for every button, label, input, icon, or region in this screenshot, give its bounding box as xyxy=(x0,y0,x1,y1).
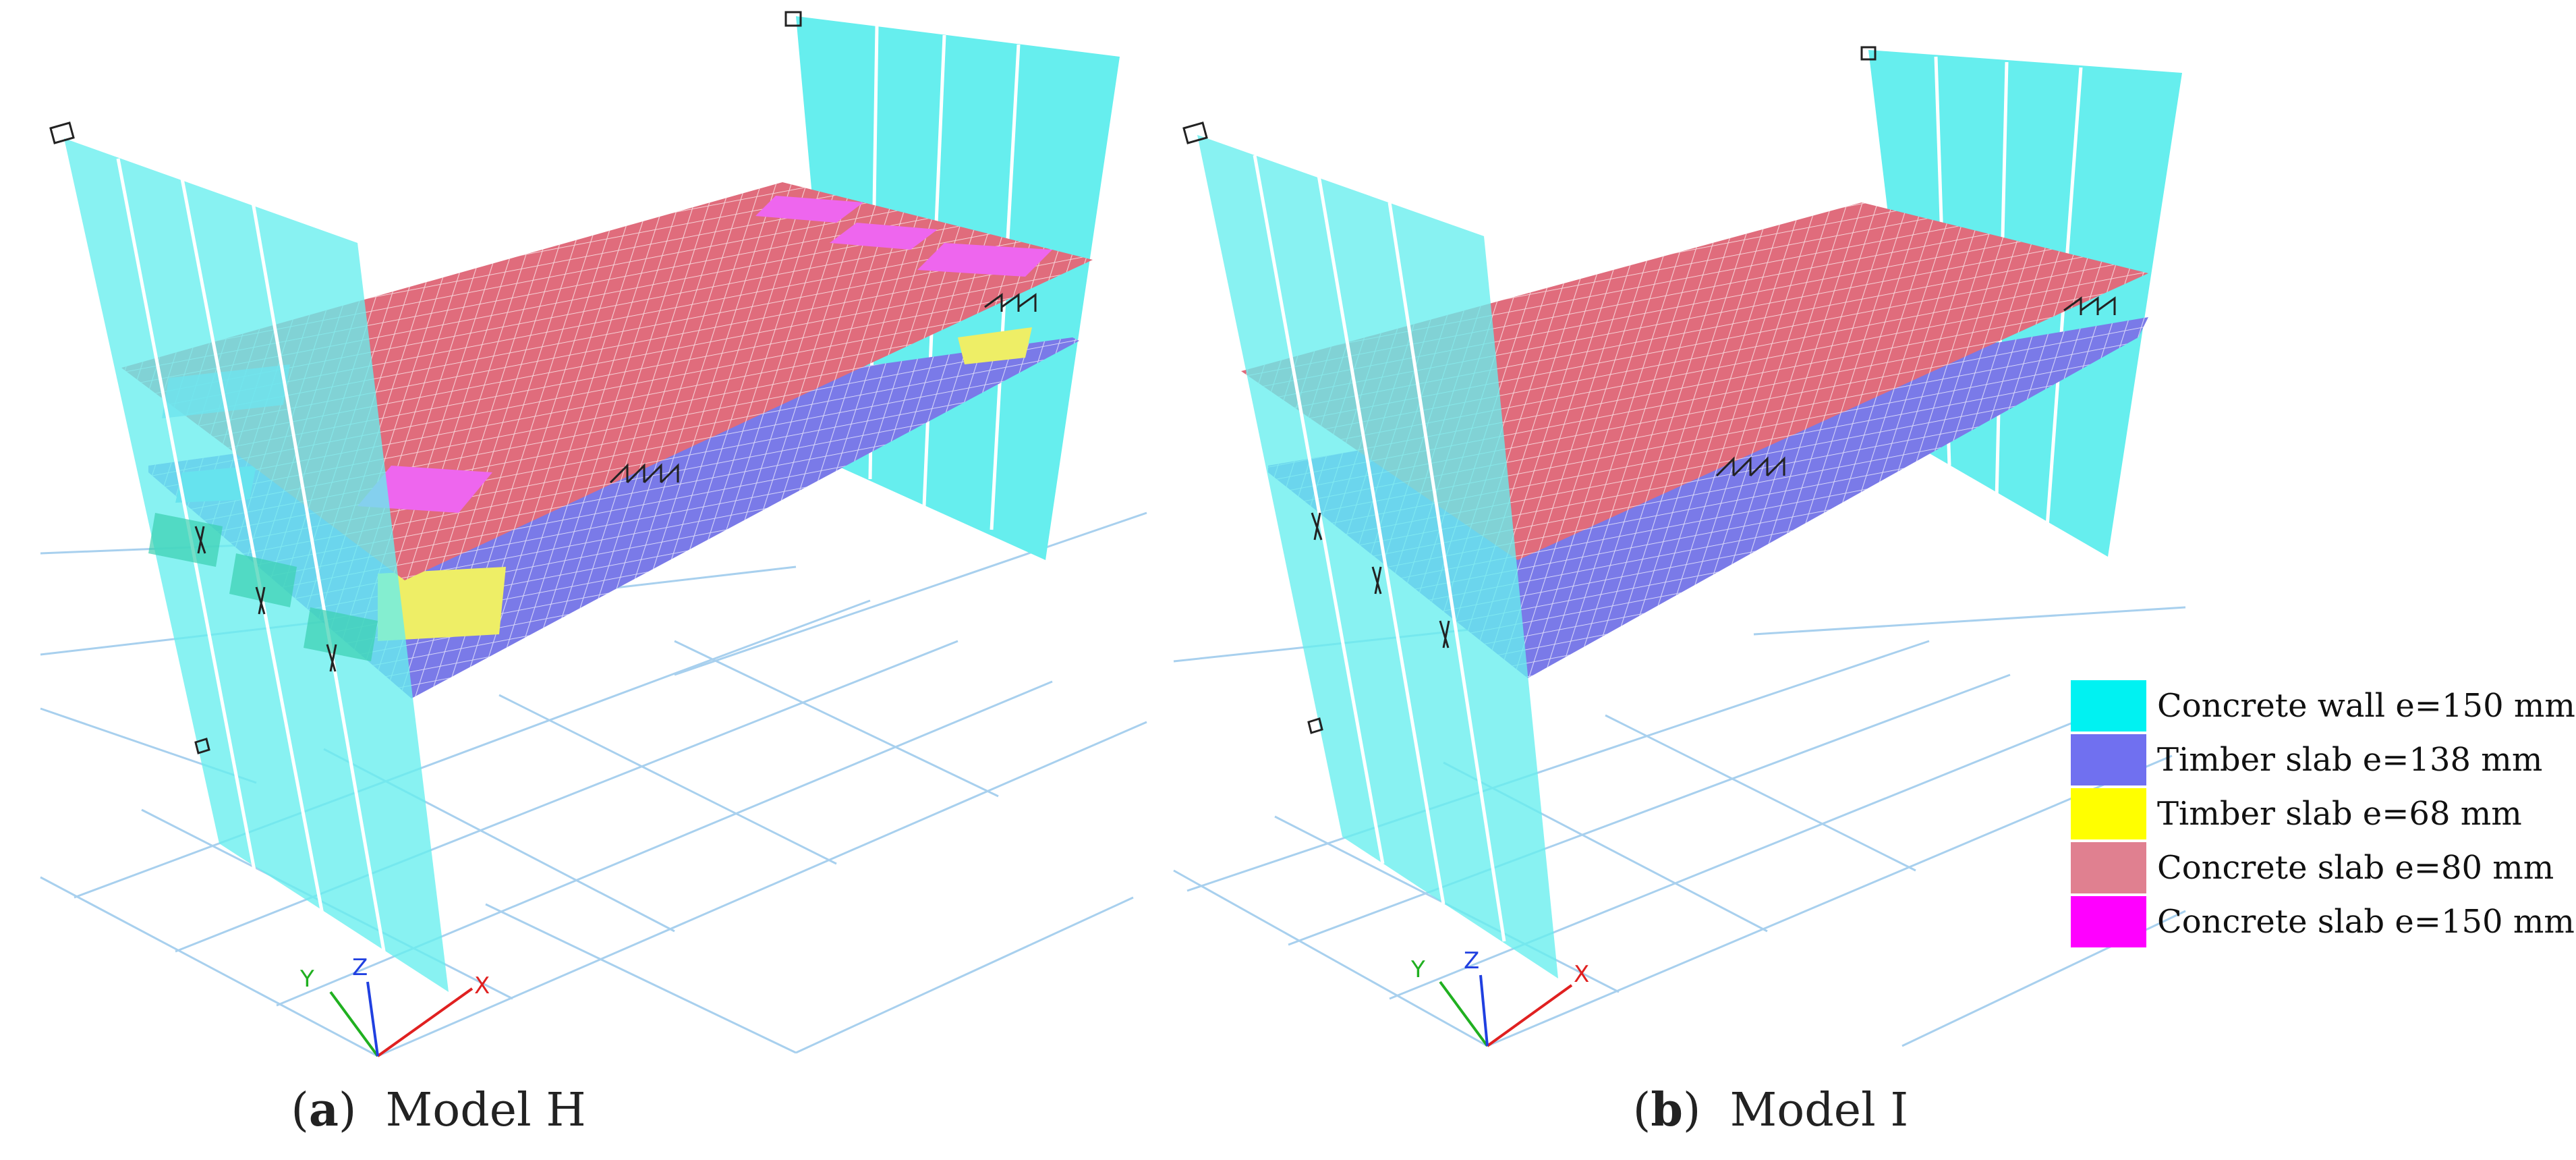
axis-z-label-b: Z xyxy=(1464,947,1479,974)
legend-swatch xyxy=(2071,680,2146,731)
concrete-150-patch-a1 xyxy=(755,196,863,223)
legend-item: Concrete wall e=150 mm xyxy=(2071,680,2575,734)
caption-a-label: a xyxy=(308,1083,339,1137)
legend-label: Concrete slab e=80 mm xyxy=(2157,849,2554,887)
axis-z-line-a xyxy=(366,981,379,1057)
concrete-150-patch-a2 xyxy=(830,223,938,250)
axis-z-label-a: Z xyxy=(352,954,368,981)
caption-a-title: Model H xyxy=(385,1084,586,1137)
axis-y-line-b xyxy=(1439,981,1489,1047)
axis-y-label-b: Y xyxy=(1410,956,1425,983)
legend-swatch xyxy=(2071,842,2146,893)
legend-swatch xyxy=(2071,896,2146,947)
legend-item: Concrete slab e=80 mm xyxy=(2071,842,2570,896)
support-symbols-a xyxy=(49,11,1037,754)
caption-b-label: b xyxy=(1651,1083,1683,1137)
caption-b: (b) Model I xyxy=(1632,1083,1909,1137)
axis-x-label-a: X xyxy=(474,972,490,999)
front-wall-a xyxy=(64,138,449,992)
legend-item: Timber slab e=68 mm xyxy=(2071,788,2570,842)
legend-swatch xyxy=(2071,788,2146,839)
legend-label: Timber slab e=138 mm xyxy=(2157,741,2543,779)
legend-label: Concrete wall e=150 mm xyxy=(2157,687,2575,725)
axis-z-line-b xyxy=(1479,974,1489,1047)
concrete-150-patch-a3 xyxy=(917,243,1052,277)
axis-x-line-b xyxy=(1486,984,1573,1047)
caption-a: (a) Model H xyxy=(291,1083,586,1137)
axis-y-label-a: Y xyxy=(299,966,314,993)
timber-68-patch-a1 xyxy=(378,567,506,641)
legend-item: Concrete slab e=150 mm xyxy=(2071,896,2575,950)
legend-item: Timber slab e=138 mm xyxy=(2071,734,2570,788)
material-legend: Concrete wall e=150 mm Timber slab e=138 … xyxy=(2071,680,2575,950)
axis-y-line-a xyxy=(329,991,379,1057)
axis-x-line-a xyxy=(376,987,474,1057)
legend-label: Concrete slab e=150 mm xyxy=(2157,903,2575,941)
caption-b-title: Model I xyxy=(1729,1084,1909,1137)
axis-triad-a: X Y Z xyxy=(299,954,490,1057)
timber-68-patch-a2 xyxy=(958,327,1032,364)
legend-label: Timber slab e=68 mm xyxy=(2157,795,2522,833)
panel-a-model-h: X Y Z xyxy=(40,11,1147,1057)
axis-triad-b: X Y Z xyxy=(1410,947,1589,1047)
front-wall-b xyxy=(1197,135,1558,978)
axis-x-label-b: X xyxy=(1574,961,1589,988)
concrete-150-patch-a4 xyxy=(357,466,492,513)
support-symbols-b xyxy=(1182,46,2116,734)
legend-swatch xyxy=(2071,734,2146,785)
panel-b-model-i: X Y Z xyxy=(1173,46,2186,1047)
